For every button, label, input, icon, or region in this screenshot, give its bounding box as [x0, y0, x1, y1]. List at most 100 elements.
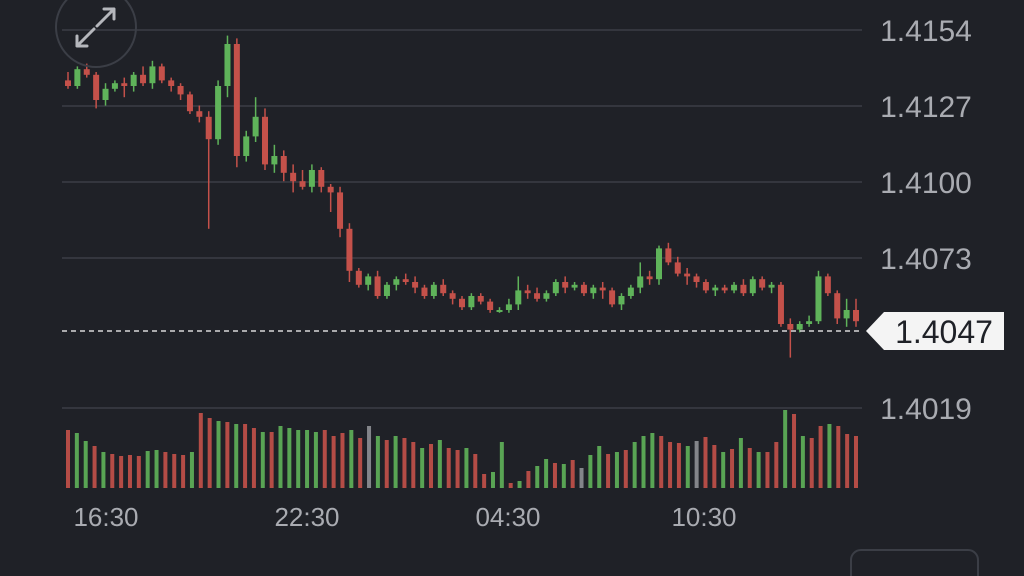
candle — [534, 287, 541, 302]
candle — [243, 130, 250, 162]
candle — [665, 242, 672, 266]
candle — [168, 77, 175, 92]
candle-body — [477, 296, 484, 302]
volume-bar — [641, 436, 646, 488]
candle-body — [627, 287, 634, 296]
candle-body — [824, 276, 831, 294]
volume-bar — [322, 430, 327, 488]
expand-button-circle[interactable] — [55, 0, 137, 68]
candle — [412, 276, 419, 294]
candle — [365, 273, 372, 291]
candle — [186, 91, 193, 114]
candle-body — [665, 248, 672, 263]
volume-bar — [260, 432, 265, 488]
candle — [543, 290, 550, 302]
volume-bar — [393, 436, 398, 488]
candle-body — [290, 172, 297, 182]
volume-bar — [136, 456, 141, 488]
candle-body — [130, 74, 137, 86]
candle — [271, 144, 278, 173]
corner-button[interactable] — [850, 549, 979, 576]
candle-body — [140, 74, 147, 84]
time-tick-label: 16:30 — [73, 502, 138, 532]
candle — [374, 270, 381, 299]
volume-bar — [809, 438, 814, 488]
volume-bar — [305, 430, 310, 488]
candle-body — [590, 287, 597, 294]
candle — [515, 276, 522, 310]
volume-bar — [676, 443, 681, 488]
candle — [74, 66, 81, 89]
candle-body — [740, 284, 747, 294]
candle — [421, 284, 428, 299]
candle-body — [759, 279, 766, 288]
candle — [609, 287, 616, 308]
volume-bar — [473, 454, 478, 488]
candle — [599, 282, 606, 299]
volume-bar — [818, 426, 823, 488]
candle — [684, 268, 691, 285]
volume-bar — [792, 414, 797, 488]
candle — [562, 276, 569, 294]
candle-body — [487, 301, 494, 310]
candle-body — [777, 284, 784, 324]
candle-body — [383, 284, 390, 296]
price-axis: 1.4154 1.4127 1.4100 1.4073 1.4019 — [880, 15, 972, 426]
volume-bar — [251, 428, 256, 488]
volume-bar — [730, 449, 735, 488]
candles — [65, 35, 859, 358]
candle — [637, 262, 644, 294]
candle-body — [262, 116, 268, 165]
volume-bar — [588, 455, 593, 488]
volume-bar — [632, 442, 637, 488]
candle-body — [365, 276, 372, 285]
price-tick-label: 1.4100 — [880, 167, 972, 200]
candle-body — [806, 321, 813, 324]
candle-body — [215, 86, 222, 140]
candle — [459, 296, 465, 310]
candle-body — [552, 282, 559, 294]
volume-bar — [508, 483, 513, 488]
candle-body — [299, 181, 306, 187]
candle — [149, 60, 156, 89]
price-tick-label: 1.4127 — [880, 91, 972, 124]
volume-bar — [198, 413, 203, 488]
candle-body — [111, 83, 118, 89]
candle-body — [280, 156, 287, 173]
candle-body — [515, 290, 522, 305]
volume-bar — [765, 452, 770, 488]
candle-body — [243, 136, 250, 156]
candle — [590, 284, 597, 299]
candle-body — [787, 324, 794, 330]
candle-body — [702, 282, 709, 291]
candle — [224, 35, 231, 98]
candle-body — [374, 276, 381, 296]
candle-body — [712, 287, 719, 291]
volume-bar — [349, 430, 354, 488]
candle — [627, 284, 634, 299]
volume-bar — [854, 436, 858, 488]
candle-body — [177, 86, 184, 95]
volume-bar — [552, 463, 557, 488]
candle — [102, 83, 109, 106]
volume-bar — [402, 438, 407, 488]
volume-bar — [490, 472, 495, 488]
volume-bar — [375, 436, 380, 488]
candle — [787, 318, 794, 358]
volume-bar — [163, 452, 168, 488]
volume-bar — [614, 452, 619, 488]
candle-body — [580, 284, 587, 294]
candle — [468, 293, 475, 310]
expand-button[interactable] — [55, 0, 137, 68]
candle-body — [684, 273, 691, 277]
candle-body — [571, 284, 578, 288]
candle-body — [599, 287, 606, 291]
candle — [834, 290, 841, 324]
current-price-marker: 1.4047 — [62, 312, 1004, 350]
candle-body — [505, 304, 512, 310]
volume-bar — [154, 450, 159, 488]
time-axis: 16:30 22:30 04:30 10:30 — [73, 502, 736, 532]
volume-bar — [110, 454, 115, 488]
candle — [806, 315, 813, 327]
